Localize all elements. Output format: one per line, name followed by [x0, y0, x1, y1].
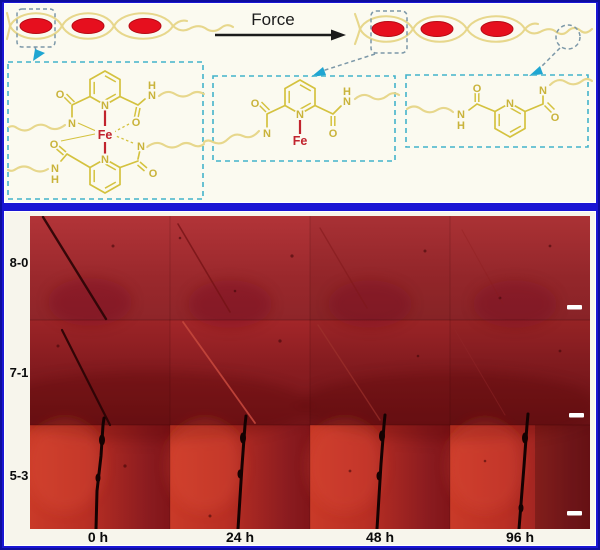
o-label: O — [132, 117, 141, 129]
o-label: O — [56, 89, 65, 101]
cracks-row-5-3 — [94, 412, 530, 529]
h-label: H — [457, 120, 465, 132]
n-label: N — [343, 96, 351, 108]
microscopy-panel: 8-0 7-1 5-3 — [5, 212, 595, 545]
force-arrow: Force — [215, 10, 346, 41]
scheme-panel: Force — [5, 4, 595, 202]
o-label: O — [50, 139, 59, 151]
crosslink-ellipse — [480, 21, 514, 37]
scale-bar — [567, 511, 582, 516]
n-label: N — [457, 109, 465, 121]
o-label: O — [473, 83, 482, 95]
h-label: H — [343, 86, 351, 98]
crosslink-ellipse — [71, 18, 105, 34]
h-label: H — [51, 174, 59, 186]
time-label-96h: 96 h — [505, 529, 535, 545]
structure-box-bis-complex: N N O N O N H O N H N O Fe — [6, 61, 206, 200]
dust-specks — [56, 236, 562, 518]
callout-middle — [311, 10, 408, 77]
row-label-7-1: 7-1 — [9, 365, 29, 380]
ring-n-label: N — [296, 109, 304, 121]
crosslink-ellipse — [128, 18, 162, 34]
structure-box-free-ligand: N O N H O N — [405, 74, 594, 148]
n-label: N — [51, 163, 59, 175]
o-label: O — [251, 98, 260, 110]
scale-bar — [569, 413, 584, 418]
polymer-network-before — [5, 11, 235, 41]
scratches-row-8-0 — [41, 216, 504, 321]
h-label: H — [148, 80, 156, 92]
scheme-svg: Force — [5, 8, 594, 200]
callout-arrowhead-icon — [33, 49, 45, 61]
scratches-row-7-1 — [60, 321, 506, 427]
polymer-network-after — [353, 12, 594, 46]
structure-box-mono-complex: N O N O N H Fe — [202, 75, 401, 162]
crosslink-ellipse — [371, 21, 405, 37]
n-label: N — [137, 141, 145, 153]
arrowhead-icon — [331, 29, 346, 41]
microscopy-grid-svg — [30, 216, 590, 529]
microscopy-grid — [30, 216, 590, 529]
time-label-48h: 48 h — [365, 529, 395, 545]
n-label: N — [68, 118, 76, 130]
ring-n-label: N — [101, 154, 109, 166]
o-label: O — [149, 168, 158, 180]
time-label-0h: 0 h — [87, 529, 109, 545]
callout-arrowhead-icon — [529, 66, 543, 76]
callout-left — [16, 8, 56, 61]
row-label-8-0: 8-0 — [9, 255, 29, 270]
crosslink-ellipse — [420, 21, 454, 37]
fe-label: Fe — [293, 134, 308, 148]
crosslink-ellipse — [19, 18, 53, 34]
callout-right — [529, 24, 581, 76]
fe-label: Fe — [98, 128, 113, 142]
force-label: Force — [251, 10, 294, 29]
row-label-5-3: 5-3 — [9, 468, 29, 483]
n-label: N — [148, 90, 156, 102]
o-label: O — [329, 128, 338, 140]
ring-n-label: N — [101, 100, 109, 112]
callout-arrowhead-icon — [311, 67, 326, 77]
scale-bar — [567, 305, 582, 310]
ring-n-label: N — [506, 98, 514, 110]
n-label: N — [263, 128, 271, 140]
time-label-24h: 24 h — [225, 529, 255, 545]
o-label: O — [551, 112, 560, 124]
scale-bars — [567, 305, 584, 516]
n-label: N — [539, 85, 547, 97]
